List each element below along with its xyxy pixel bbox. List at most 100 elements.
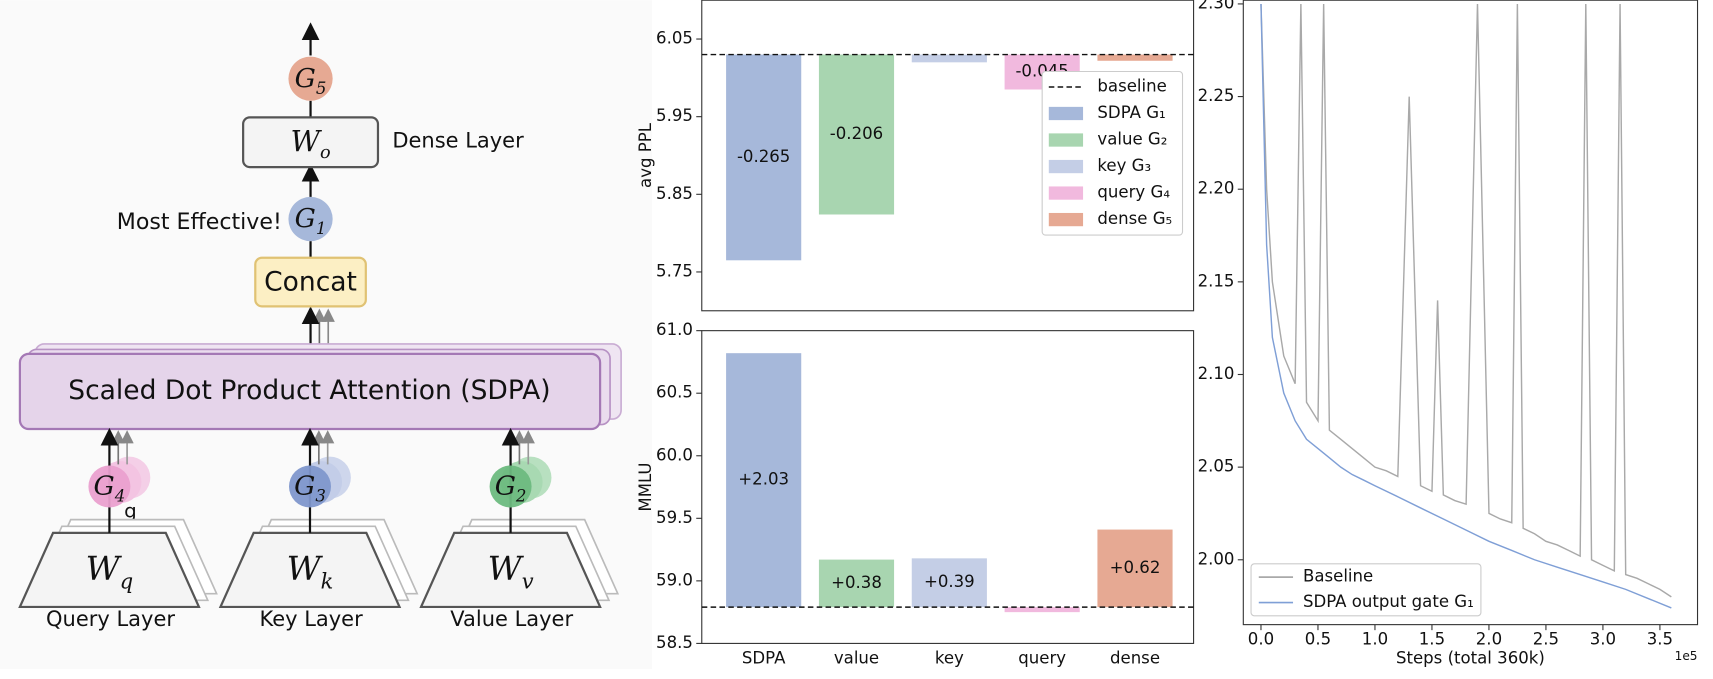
- concat-box: [254, 256, 367, 308]
- y-tick-label: 5.95: [656, 106, 693, 125]
- x-tick-label: 2.5: [1533, 630, 1559, 649]
- symbol: G: [294, 471, 315, 502]
- y-tick-label: 2.05: [1198, 457, 1235, 476]
- value-label: +0.62: [1110, 558, 1161, 577]
- gate-node: [489, 465, 532, 508]
- layer-label: Key Layer: [259, 607, 363, 631]
- y-tick-label: 61.0: [656, 320, 693, 339]
- legend-label: value G₂: [1097, 130, 1167, 149]
- x-axis-label: Steps (total 360k): [1396, 648, 1545, 667]
- gate-label: G4: [94, 471, 126, 506]
- bar: [911, 558, 987, 608]
- y-axis-label: MMLU: [636, 462, 655, 511]
- legend-label: SDPA G₁: [1097, 103, 1165, 122]
- x-offset-label: 1e5: [1675, 649, 1698, 663]
- y-tick-label: 2.25: [1198, 86, 1235, 105]
- dense-weight: Wo: [290, 123, 330, 163]
- y-tick-label: 2.30: [1198, 0, 1235, 12]
- gate-label: G3: [294, 471, 326, 506]
- line: [1260, 3, 1672, 609]
- subscript: k: [321, 569, 334, 593]
- gate-label: G2: [495, 471, 527, 506]
- y-axis-label: avg PPL: [636, 122, 655, 188]
- diagram: G5 Wo Dense Layer G1 Most Effective! Con…: [18, 22, 622, 522]
- symbol: G: [94, 471, 115, 502]
- gate-node: [288, 196, 333, 242]
- dense-label: Dense Layer: [392, 129, 524, 153]
- legend-swatch: [1048, 186, 1084, 200]
- legend-label: SDPA output gate G₁: [1303, 592, 1474, 611]
- value-label: +0.39: [924, 572, 975, 591]
- x-tick-label: query: [1018, 648, 1066, 667]
- legend-label: key G₃: [1097, 156, 1151, 175]
- y-tick-label: 59.5: [656, 508, 693, 527]
- subscript: q: [120, 569, 133, 593]
- y-tick-label: 2.10: [1198, 364, 1235, 383]
- x-tick-label: 1.5: [1419, 630, 1445, 649]
- weight-box: [18, 531, 201, 609]
- line: [1260, 3, 1672, 598]
- value-label: -0.265: [737, 147, 790, 166]
- annotation: Most Effective!: [117, 209, 282, 235]
- x-tick-label: key: [935, 648, 964, 667]
- bar: [1097, 54, 1173, 61]
- sdpa-label: Scaled Dot Product Attention (SDPA): [68, 375, 550, 406]
- bar: [1004, 607, 1080, 613]
- legend-box: [1250, 563, 1482, 617]
- bar: [818, 559, 895, 608]
- x-tick-label: dense: [1110, 648, 1160, 667]
- value-label: +0.38: [831, 573, 882, 592]
- gate-label: G1: [295, 203, 327, 238]
- layer-label: Value Layer: [450, 607, 573, 631]
- legend-swatch: [1048, 106, 1084, 121]
- y-tick-label: 6.05: [656, 29, 693, 48]
- x-tick-label: 1.0: [1362, 630, 1388, 649]
- series-group: [1260, 3, 1672, 609]
- subscript: 2: [515, 487, 527, 506]
- y-tick-label: 60.5: [656, 383, 693, 402]
- symbol: G: [495, 471, 516, 502]
- subscript: 3: [315, 487, 326, 506]
- x-tick-label: 3.5: [1647, 630, 1673, 649]
- bar: [911, 54, 987, 63]
- legend-label: Baseline: [1303, 567, 1373, 586]
- weight-label: Wk: [287, 548, 334, 593]
- legend-label: dense G₅: [1097, 209, 1172, 228]
- x-tick-label: value: [834, 648, 879, 667]
- plot-area: [701, 330, 1195, 644]
- plot-area: [1242, 0, 1699, 626]
- stray-text: g: [124, 499, 137, 522]
- weight-label: Wv: [488, 548, 534, 593]
- x-tick-label: 2.0: [1476, 630, 1502, 649]
- legend-label: query G₄: [1097, 183, 1170, 202]
- y-tick-label: 58.5: [656, 633, 693, 652]
- legend-swatch: [1048, 212, 1084, 227]
- bar: [818, 54, 895, 215]
- legend-label: baseline: [1097, 76, 1166, 95]
- gate-node: [288, 465, 331, 508]
- y-tick-label: 59.0: [656, 570, 693, 589]
- legend-swatch: [1048, 159, 1084, 174]
- plot-area: [701, 0, 1195, 312]
- subscript: 4: [114, 487, 126, 506]
- symbol: W: [86, 548, 123, 587]
- legend-swatch: [1048, 133, 1084, 147]
- symbol: W: [488, 548, 525, 587]
- layer-label: Query Layer: [46, 607, 175, 631]
- weight-label: Wq: [86, 548, 134, 593]
- gate-node: [288, 56, 333, 101]
- bar: [1097, 529, 1173, 608]
- y-tick-label: 60.0: [656, 445, 693, 464]
- dense-box: [242, 116, 380, 169]
- gate-label: G5: [295, 63, 327, 98]
- concat-label: Concat: [264, 267, 357, 298]
- y-tick-label: 2.15: [1198, 271, 1235, 290]
- x-tick-label: 3.0: [1590, 630, 1616, 649]
- bar: [726, 54, 802, 261]
- symbol: W: [287, 548, 324, 587]
- value-label: +2.03: [738, 470, 789, 489]
- bar: [726, 353, 802, 608]
- weight-box: [419, 531, 602, 609]
- gate-node: [88, 465, 131, 508]
